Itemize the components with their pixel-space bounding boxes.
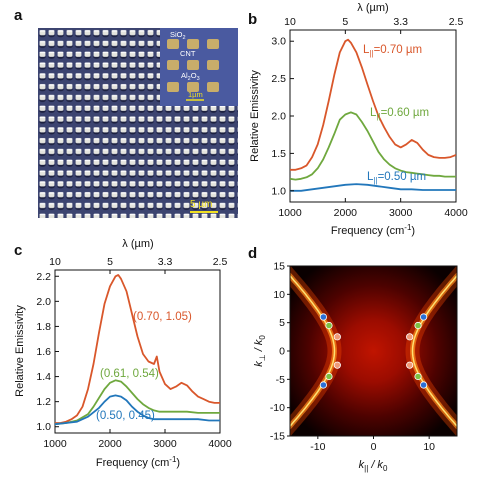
chart-c-ytick-label: 2.0 (36, 296, 51, 308)
chart-c-ylabel: Relative Emissivity (14, 305, 26, 397)
chart-c-ytick-label: 1.6 (36, 346, 51, 358)
chart-b-ytick-label: 2.5 (271, 73, 286, 85)
chart-c-top-tick-label: 10 (49, 256, 61, 268)
chart-b-top-tick-label: 2.5 (449, 16, 464, 28)
chart-d-ytick-label: -15 (270, 431, 285, 443)
chart-b-ytick-label: 3.0 (271, 36, 286, 48)
mode-point (419, 313, 428, 321)
chart-b-top-tick-label: 5 (342, 16, 348, 28)
chart-b-xlabel: Frequency (cm-1) (331, 223, 415, 237)
inset-scale-label: 1µm (188, 90, 203, 99)
chart-b-top-tick-label: 3.3 (393, 16, 408, 28)
chart-b-xtick-label: 2000 (334, 207, 358, 219)
chart-b-ytick-label: 1.5 (271, 148, 286, 160)
chart-b-xtick-label: 1000 (278, 207, 302, 219)
chart-b-series-1 (290, 111, 456, 181)
chart-d-xtick-label: -10 (310, 441, 325, 453)
chart-d-ytick-label: -5 (276, 374, 285, 386)
chart-b-xtick-label: 4000 (444, 207, 468, 219)
chart-d-ytick-label: 0 (279, 346, 285, 358)
chart-c-xtick-label: 2000 (98, 438, 122, 450)
chart-c-ytick-label: 1.4 (36, 371, 51, 383)
panel-a: SiO2 CNT Al2O3 1µm 5 µm (38, 28, 238, 218)
chart-c-xtick-label: 4000 (208, 438, 232, 450)
chart-c-series-0 (55, 274, 220, 424)
panel-letter-d: d (248, 245, 257, 262)
chart-d-xtick-label: 0 (371, 441, 377, 453)
chart-d-xlabel: k|| / k0 (359, 459, 388, 473)
mode-point (333, 333, 341, 341)
chart-c-xtick-label: 1000 (43, 438, 67, 450)
chart-d-ytick-label: 5 (279, 317, 285, 329)
chart-c-series-1 (55, 379, 220, 426)
chart-d-xtick-label: 10 (423, 441, 435, 453)
chart-c-frame (54, 269, 221, 434)
mode-point (319, 313, 327, 321)
mode-point (333, 361, 341, 369)
mode-point (319, 381, 327, 389)
sem-inset-pillars (167, 39, 219, 92)
chart-b-legend-2: L||=0.50 µm (367, 171, 426, 185)
chart-d-ylabel: k⊥ / k0 (253, 335, 267, 367)
mode-point (406, 361, 414, 369)
mode-point (406, 333, 414, 341)
chart-b-xtick-label: 3000 (389, 207, 413, 219)
chart-c-ytick-label: 1.0 (36, 421, 51, 433)
chart-b: 1000 2000 3000 4000 10 5 3.3 2.5 1.0 1.5 2.0 2.5 3.0… (249, 2, 468, 237)
hyperbola-left (290, 274, 336, 428)
inset-label-sio2: SiO2 (170, 30, 186, 41)
chart-b-top-tick-label: 10 (284, 16, 296, 28)
chart-c-series-2 (55, 394, 220, 426)
mode-point (414, 372, 422, 381)
mode-point (419, 381, 428, 389)
chart-d-ytick-label: 15 (273, 261, 285, 273)
chart-d-ytick-label: 10 (273, 289, 285, 301)
heatmap-background (290, 266, 457, 436)
chart-c-top-label: λ (µm) (122, 238, 153, 250)
chart-c-top-tick-label: 2.5 (213, 256, 228, 268)
chart-c-xtick-label: 3000 (153, 438, 177, 450)
hyperbola-right (411, 274, 457, 428)
chart-b-series-0 (290, 38, 456, 171)
chart-b-legend-1: L||=0.60 µm (370, 107, 429, 121)
panel-letter-b: b (248, 11, 257, 28)
chart-d: -10 0 10 -15 -10 -5 0 5 10 15 k|| / k0 k⊥ / k0 (253, 261, 458, 473)
mode-point (414, 321, 422, 330)
chart-c-top-tick-label: 3.3 (158, 256, 173, 268)
chart-c-xlabel: Frequency (cm-1) (96, 455, 180, 469)
chart-b-series-2 (290, 183, 456, 192)
chart-b-ylabel: Relative Emissivity (249, 70, 261, 162)
mode-point (325, 321, 333, 330)
inset-label-cnt: CNT (180, 49, 196, 58)
chart-c-top-tick-label: 5 (107, 256, 113, 268)
chart-d-ytick-label: -10 (270, 402, 285, 414)
scale-bar-label: 5 µm (190, 199, 212, 210)
chart-c-ytick-label: 1.8 (36, 321, 51, 333)
mode-point (325, 372, 333, 381)
chart-b-ytick-label: 2.0 (271, 111, 286, 123)
panel-letter-a: a (14, 7, 23, 24)
chart-c-ytick-label: 1.2 (36, 396, 51, 408)
chart-c: 1000 2000 3000 4000 10 5 3.3 2.5 1.0 1.2 1.4 1.6 1.8… (14, 238, 232, 469)
chart-c-legend-0: (0.70, 1.05) (133, 311, 192, 323)
chart-b-top-label: λ (µm) (357, 2, 388, 14)
chart-b-ytick-label: 1.0 (271, 185, 286, 197)
inset-label-al2o3: Al2O3 (181, 71, 200, 82)
chart-b-legend-0: L||=0.70 µm (363, 44, 422, 58)
chart-c-ytick-label: 2.2 (36, 271, 51, 283)
chart-c-legend-1: (0.61, 0.54) (100, 368, 159, 380)
panel-letter-c: c (14, 242, 22, 259)
chart-c-legend-2: (0.50, 0.45) (96, 410, 155, 422)
